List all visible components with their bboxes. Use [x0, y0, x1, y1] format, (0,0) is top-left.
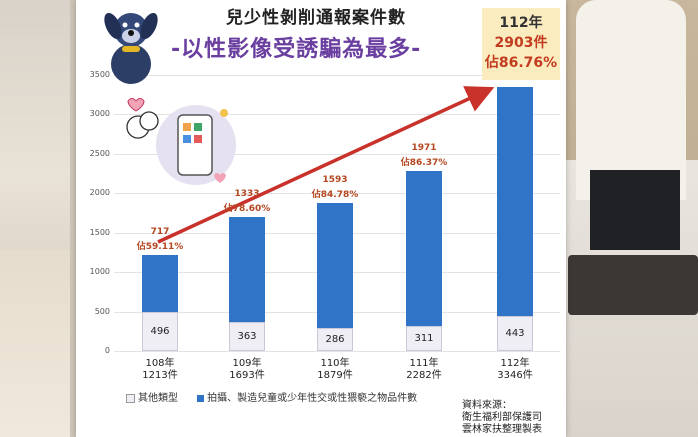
- phone-illustration-icon: [126, 98, 236, 185]
- bar-other-segment: 496: [142, 311, 178, 351]
- gridline: [114, 153, 560, 155]
- bar-other-segment: 286: [317, 328, 353, 351]
- x-category-total: 2282件: [406, 370, 442, 381]
- x-category-label: 112年 3346件: [480, 358, 550, 382]
- bar-other-segment: 311: [406, 326, 442, 351]
- bar-main-segment: [142, 255, 178, 312]
- chart-subtitle: -以性影像受誘騙為最多-: [171, 37, 422, 62]
- bar-main-segment: [317, 202, 353, 329]
- bar-main-segment: [406, 171, 442, 327]
- y-tick-label: 1500: [89, 227, 110, 237]
- bar-other-segment: 363: [229, 322, 265, 351]
- x-category-total: 1879件: [317, 370, 353, 381]
- bar-value-label: 1333: [234, 189, 260, 200]
- y-tick-label: 2500: [89, 148, 110, 158]
- x-category-label: 108年 1213件: [125, 358, 195, 382]
- bar-percent-label: 佔86.37%: [400, 158, 448, 169]
- gridline: [114, 351, 560, 352]
- background-person-pants: [590, 170, 680, 250]
- highlight-callout: 112年 2903件 佔86.76%: [482, 8, 560, 80]
- x-category-year: 108年: [145, 358, 175, 369]
- gridline: [114, 114, 560, 116]
- bar-value-label: 1971: [411, 143, 437, 154]
- x-category-year: 110年: [320, 358, 350, 369]
- poster: 0 500 1000 1500 2000 2500 3000 3500 兒少性剝削通報案件數 …: [76, 0, 566, 437]
- legend: 其他類型 拍攝、製造兒童或少年性交或性猥褻之物品件數: [126, 389, 417, 404]
- source-line: 雲林家扶整理製表: [462, 424, 542, 435]
- x-category-total: 1213件: [142, 370, 178, 381]
- dog-mascot-icon: [104, 12, 158, 84]
- x-category-year: 111年: [409, 358, 439, 369]
- y-tick-label: 3500: [89, 70, 110, 79]
- y-tick-label: 500: [94, 306, 110, 316]
- source-note: 資料來源： 衛生福利部保護司 雲林家扶整理製表: [462, 400, 542, 436]
- x-category-total: 1693件: [229, 370, 265, 381]
- bar-other-segment: 443: [497, 316, 533, 351]
- bar-percent-label: 佔84.78%: [311, 189, 359, 200]
- callout-percent: 佔86.76%: [484, 55, 558, 71]
- x-category-label: 111年 2282件: [389, 358, 459, 382]
- y-tick-label: 2000: [89, 188, 110, 198]
- y-tick-label: 0: [104, 346, 110, 355]
- x-category-year: 112年: [500, 358, 530, 369]
- legend-label-main: 拍攝、製造兒童或少年性交或性猥褻之物品件數: [207, 393, 418, 404]
- bar-percent-label: 佔78.60%: [223, 204, 271, 215]
- bar-value-label: 1593: [322, 174, 348, 185]
- callout-year: 112年: [499, 15, 543, 31]
- bar-value-label: 717: [150, 227, 170, 238]
- gridline: [114, 193, 560, 195]
- legend-swatch-other: [126, 393, 135, 403]
- background-person: [576, 0, 686, 200]
- source-line: 資料來源：: [462, 400, 512, 411]
- x-category-year: 109年: [232, 358, 262, 369]
- gridline: [114, 75, 560, 76]
- y-tick-label: 3000: [89, 109, 110, 119]
- bar-percent-label: 佔59.11%: [136, 242, 184, 253]
- source-line: 衛生福利部保護司: [462, 412, 542, 423]
- bar-main-segment: [229, 217, 265, 323]
- legend-swatch-main: [197, 394, 205, 402]
- background-tray: [568, 255, 698, 315]
- background-floor: [0, 250, 70, 437]
- x-category-label: 110年 1879件: [300, 358, 370, 382]
- callout-count: 2903件: [494, 35, 548, 51]
- trend-arrow: [157, 86, 495, 244]
- legend-label-other: 其他類型: [138, 393, 178, 404]
- x-category-total: 3346件: [497, 370, 533, 381]
- bar-main-segment: [497, 87, 533, 317]
- trend-arrow-line: [157, 86, 495, 244]
- chart-title: 兒少性剝削通報案件數: [226, 8, 406, 28]
- x-category-label: 109年 1693件: [212, 358, 282, 382]
- y-tick-label: 1000: [89, 267, 110, 277]
